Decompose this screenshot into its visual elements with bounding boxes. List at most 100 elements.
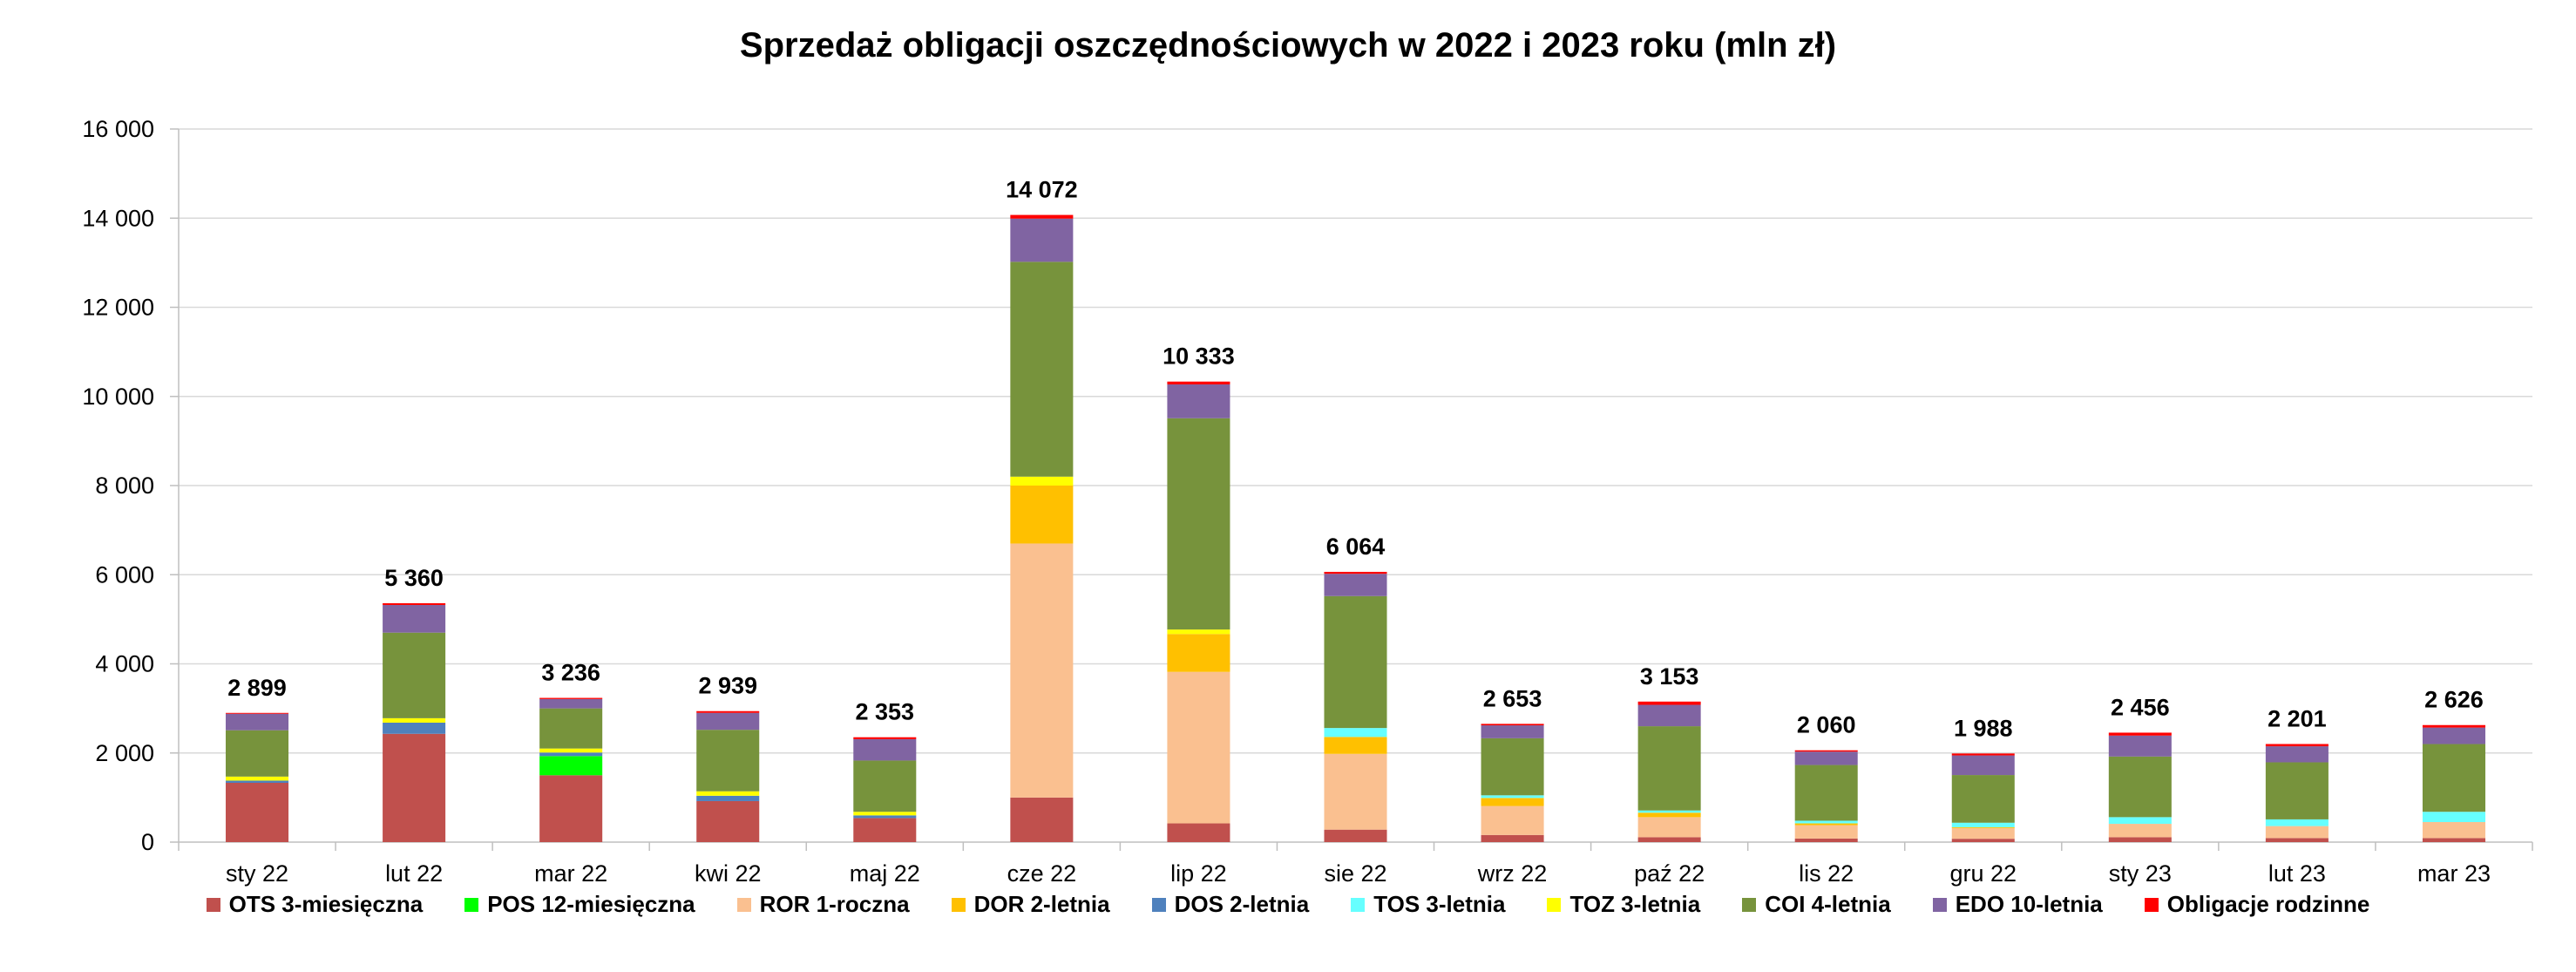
- bar-segment: [2265, 819, 2329, 826]
- x-tick-label: lut 22: [385, 860, 443, 887]
- bar-segment: [1951, 822, 2015, 827]
- legend-swatch: [1547, 897, 1562, 912]
- bar-segment: [2108, 824, 2172, 838]
- y-tick-label: 0: [141, 829, 154, 855]
- bar-segment: [1167, 823, 1230, 842]
- bar-segment: [1637, 817, 1701, 838]
- bar-segment: [853, 818, 917, 842]
- legend-label: TOZ 3-letnia: [1569, 891, 1701, 917]
- bar-segment: [696, 710, 760, 713]
- legend-item: ROR 1-roczna: [736, 891, 910, 918]
- total-label: 2 939: [698, 673, 757, 699]
- legend-swatch: [206, 897, 220, 912]
- legend-label: Obligacje rodzinne: [2166, 891, 2370, 917]
- bar-segment: [1794, 823, 1858, 826]
- bar-segment: [1481, 834, 1544, 842]
- bar-segment: [853, 760, 917, 812]
- bar-segment: [226, 776, 289, 781]
- bar-segment: [1167, 629, 1230, 635]
- x-tick-label: lis 22: [1799, 860, 1854, 887]
- bar-segment: [539, 748, 603, 753]
- bar-segment: [1951, 839, 2015, 842]
- bar-segment: [2265, 746, 2329, 763]
- bar-segment: [539, 698, 603, 709]
- bar-segment: [2108, 837, 2172, 842]
- legend-label: EDO 10-letnia: [1955, 891, 2103, 917]
- bar-segment: [1167, 671, 1230, 824]
- bar-segment: [853, 737, 917, 739]
- x-tick-label: sie 22: [1324, 860, 1386, 887]
- bar-segment: [1324, 753, 1387, 830]
- bar-segment: [1167, 384, 1230, 418]
- bar-segment: [2265, 744, 2329, 747]
- bar-segment: [1794, 825, 1858, 839]
- bar-segment: [1481, 737, 1544, 796]
- bar-segment: [1481, 805, 1544, 835]
- bar-segment: [853, 815, 917, 819]
- x-tick-label: lip 22: [1170, 860, 1227, 887]
- bar-segment: [1637, 701, 1701, 705]
- bar-segment: [2108, 732, 2172, 736]
- bar-segment: [1637, 704, 1701, 727]
- x-tick-label: sty 23: [2109, 860, 2172, 887]
- legend-swatch: [1742, 897, 1757, 912]
- bar-segment: [383, 602, 446, 606]
- total-label: 6 064: [1326, 534, 1386, 560]
- bar-segment: [1481, 795, 1544, 799]
- legend-item: TOS 3-letnia: [1351, 891, 1505, 918]
- bar-segment: [1324, 595, 1387, 729]
- total-label: 2 456: [2111, 694, 2170, 720]
- bar-segment: [1324, 829, 1387, 842]
- bar-segment: [1637, 812, 1701, 818]
- bar-segment: [1167, 634, 1230, 672]
- bar-segment: [1794, 820, 1858, 824]
- bar-segment: [1324, 574, 1387, 596]
- x-tick-label: wrz 22: [1477, 860, 1548, 887]
- bar-segment: [2265, 762, 2329, 819]
- bar-segment: [383, 632, 446, 718]
- bar-segment: [383, 717, 446, 723]
- bar-segment: [2422, 744, 2485, 812]
- y-tick-label: 8 000: [95, 472, 154, 499]
- legend-swatch: [1351, 897, 1366, 912]
- bar-segment: [1167, 418, 1230, 630]
- bar-segment: [539, 752, 603, 757]
- bar-segment: [1010, 218, 1074, 262]
- bar-segment: [853, 738, 917, 761]
- total-label: 2 626: [2424, 687, 2484, 713]
- y-tick-label: 10 000: [82, 384, 154, 410]
- legend-swatch: [1932, 897, 1947, 912]
- x-tick-label: paź 22: [1634, 860, 1705, 887]
- bar-segment: [2108, 756, 2172, 818]
- bar-segment: [1324, 737, 1387, 754]
- bar-segment: [696, 712, 760, 731]
- bar-segment: [539, 708, 603, 749]
- bar-segment: [226, 783, 289, 842]
- bar-segment: [539, 697, 603, 699]
- bar-segment: [1481, 724, 1544, 726]
- bar-segment: [1951, 827, 2015, 839]
- y-tick-label: 12 000: [82, 295, 154, 321]
- legend-item: Obligacje rodzinne: [2144, 891, 2370, 918]
- legend-item: DOR 2-letnia: [951, 891, 1110, 918]
- bar-segment: [1010, 486, 1074, 544]
- legend-swatch: [951, 897, 966, 912]
- total-label: 3 236: [541, 660, 600, 686]
- legend-swatch: [736, 897, 751, 912]
- legend-item: TOZ 3-letnia: [1547, 891, 1700, 918]
- bar-segment: [2265, 826, 2329, 839]
- y-tick-label: 14 000: [82, 205, 154, 231]
- total-label: 5 360: [384, 565, 444, 591]
- legend-label: OTS 3-miesięczna: [228, 891, 424, 917]
- bar-segment: [1010, 543, 1074, 798]
- bar-segment: [2265, 838, 2329, 842]
- y-tick-label: 6 000: [95, 561, 154, 588]
- bar-segment: [1010, 262, 1074, 477]
- bar-segment: [1481, 725, 1544, 738]
- legend-swatch: [1151, 897, 1166, 912]
- bar-segment: [1010, 797, 1074, 842]
- bar-segment: [1010, 214, 1074, 219]
- total-label: 2 653: [1483, 685, 1542, 711]
- bar-segment: [226, 780, 289, 784]
